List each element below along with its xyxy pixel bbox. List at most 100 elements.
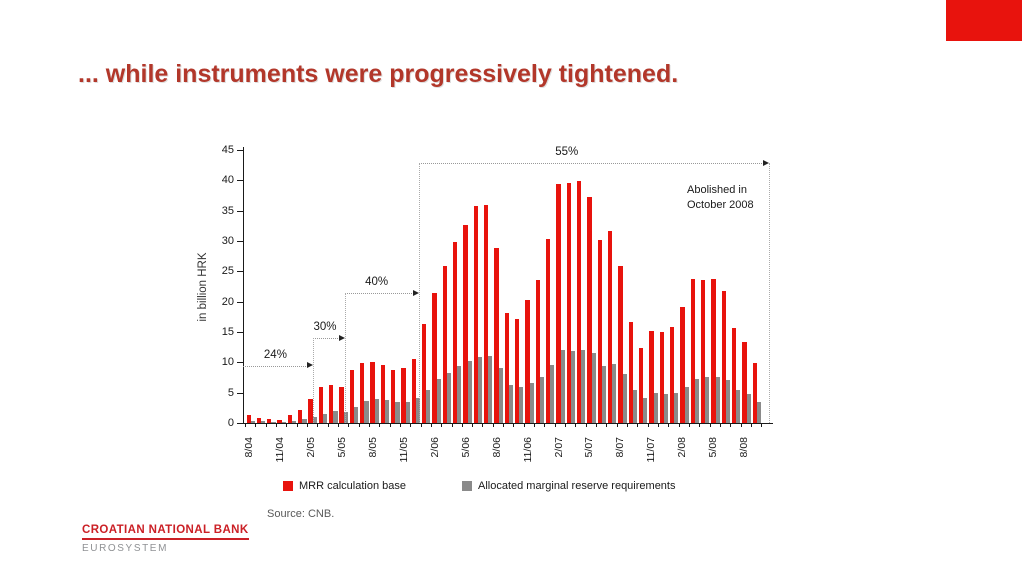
x-tick: [699, 423, 701, 427]
x-tick: [730, 423, 732, 427]
bar-mrr-base: [422, 323, 427, 423]
x-tick: [503, 423, 505, 427]
x-tick: [513, 423, 515, 427]
x-tick: [275, 423, 277, 427]
bar-allocated-mrr: [632, 389, 638, 423]
bar-mrr-base: [701, 279, 706, 423]
bar-mrr-base: [659, 331, 664, 423]
x-tick-label-text: 8/04: [242, 437, 255, 458]
bar-allocated-mrr: [354, 407, 359, 423]
x-tick-label-text: 8/07: [614, 437, 627, 458]
bar-allocated-mrr: [271, 421, 276, 423]
x-axis-line: [243, 423, 773, 424]
bar-mrr-base: [711, 279, 716, 423]
bar-allocated-mrr: [736, 390, 741, 423]
bar-allocated-mrr: [457, 365, 462, 423]
bar-mrr-base: [329, 385, 334, 423]
legend-swatch-mrr-base: [283, 481, 293, 491]
x-tick: [565, 423, 567, 427]
x-tick: [348, 423, 350, 427]
bar-allocated-mrr: [312, 416, 317, 423]
y-tick-label: 45: [221, 143, 234, 156]
bar-allocated-mrr: [581, 349, 586, 423]
bar-allocated-mrr: [405, 401, 410, 423]
x-tick: [430, 423, 432, 427]
x-tick-label-text: 2/06: [428, 437, 441, 458]
bar-mrr-base: [535, 279, 540, 423]
x-tick: [296, 423, 298, 427]
x-tick: [410, 423, 412, 427]
x-tick: [616, 423, 618, 427]
bar-allocated-mrr: [446, 372, 452, 423]
y-tick: [237, 180, 243, 182]
bar-mrr-base: [256, 417, 262, 423]
x-tick-label-text: 5/06: [459, 437, 472, 458]
y-tick-label: 5: [227, 386, 234, 399]
bar-mrr-base: [515, 318, 520, 423]
x-tick: [482, 423, 484, 427]
bar-allocated-mrr: [364, 400, 369, 423]
slide-title: ... while instruments were progressively…: [78, 60, 679, 88]
bar-mrr-base: [690, 278, 695, 423]
y-tick-label: 40: [221, 174, 234, 187]
y-tick-label: 35: [221, 204, 234, 217]
y-tick: [237, 149, 243, 151]
legend-item-allocated: Allocated marginal reserve requirements: [462, 480, 675, 492]
bar-allocated-mrr: [374, 398, 379, 423]
bar-mrr-base: [360, 362, 365, 423]
bar-mrr-base: [267, 418, 272, 423]
x-tick: [337, 423, 339, 427]
x-tick: [596, 423, 598, 427]
bar-allocated-mrr: [715, 377, 720, 423]
x-tick-label-text: 5/07: [583, 437, 596, 458]
x-tick: [492, 423, 494, 427]
bar-mrr-base: [742, 341, 747, 423]
x-tick: [647, 423, 649, 427]
x-tick: [751, 423, 753, 427]
bar-allocated-mrr: [333, 411, 338, 423]
x-tick: [244, 423, 246, 427]
bar-mrr-base: [546, 238, 551, 423]
bar-allocated-mrr: [426, 389, 431, 423]
x-tick: [627, 423, 629, 427]
rate-step-line: [312, 338, 340, 340]
bar-mrr-base: [504, 313, 509, 423]
legend-swatch-allocated: [462, 481, 472, 491]
bar-mrr-base: [628, 321, 633, 423]
bar-allocated-mrr: [601, 365, 607, 423]
x-tick: [658, 423, 660, 427]
bar-mrr-base: [608, 231, 613, 423]
x-tick: [534, 423, 536, 427]
bar-mrr-base: [732, 328, 737, 423]
x-tick: [637, 423, 639, 427]
x-tick: [554, 423, 556, 427]
bar-allocated-mrr: [550, 364, 555, 423]
y-tick: [237, 362, 243, 364]
source-note: Source: CNB.: [267, 508, 335, 520]
bar-allocated-mrr: [395, 401, 400, 423]
bar-allocated-mrr: [612, 363, 617, 423]
rate-boundary-line: [769, 163, 771, 423]
rate-step-arrow: [413, 289, 419, 296]
x-tick: [358, 423, 360, 427]
bar-allocated-mrr: [591, 353, 596, 423]
x-tick: [668, 423, 670, 427]
x-tick: [720, 423, 722, 427]
rate-step-label: 40%: [365, 276, 389, 289]
bar-mrr-base: [680, 306, 685, 423]
rate-step-line: [344, 293, 414, 295]
bar-mrr-base: [566, 183, 571, 423]
rate-boundary-line: [419, 163, 420, 423]
legend-item-mrr-base: MRR calculation base: [283, 480, 406, 492]
bar-allocated-mrr: [539, 376, 545, 423]
y-tick: [237, 423, 243, 424]
x-tick: [368, 423, 370, 427]
x-tick-label-text: 8/08: [738, 437, 751, 458]
cnb-logo-subtitle: EUROSYSTEM: [82, 543, 169, 554]
bar-allocated-mrr: [570, 350, 576, 423]
bar-mrr-base: [494, 248, 499, 423]
x-tick-label-text: 5/05: [335, 437, 348, 458]
rate-step-line: [419, 163, 765, 165]
bar-mrr-base: [587, 197, 592, 423]
